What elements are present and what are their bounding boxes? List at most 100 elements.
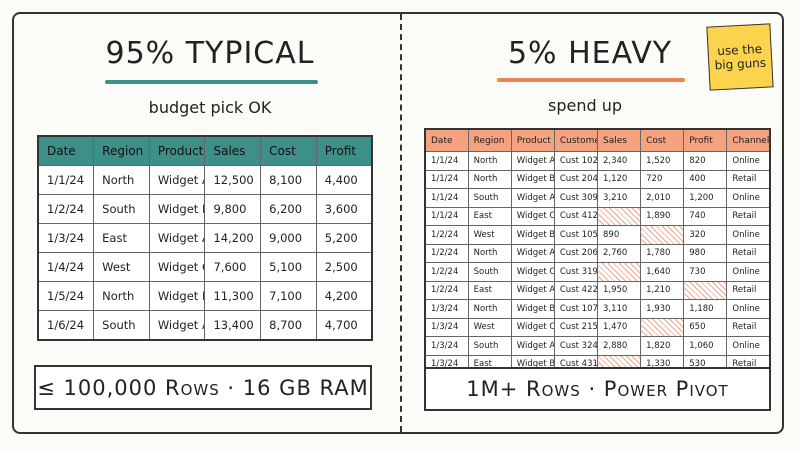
table-cell: 1,890: [640, 206, 685, 226]
table-cell: 1/2/24: [424, 280, 469, 300]
table-cell: 8,100: [260, 165, 317, 195]
header-row: DateRegionProductCustomerSalesCostProfit…: [424, 128, 771, 152]
left-subtitle: budget pick OK: [148, 98, 272, 117]
table-cell: South: [467, 262, 512, 282]
table-cell: 1/3/24: [37, 223, 95, 253]
table-cell: Online: [726, 151, 771, 171]
table-cell: 4,200: [315, 281, 373, 311]
table-cell: 11,300: [204, 281, 262, 311]
table-row: 1/6/24 South Widget A 13,400 8,700 4,700: [37, 310, 373, 341]
table-cell: 1/3/24: [424, 299, 469, 319]
header-row: Date Region Product Sales Cost Profit: [37, 135, 373, 166]
header-cell: Profit: [683, 128, 728, 152]
table-cell: 9,800: [204, 194, 262, 224]
table-cell: 1/3/24: [424, 336, 469, 356]
table-cell: 1/5/24: [37, 281, 95, 311]
table-cell: 5,100: [260, 252, 317, 282]
header-cell: Region: [467, 128, 512, 152]
table-cell: Widget B: [510, 169, 555, 189]
table-cell: North: [467, 243, 512, 263]
table-cell: 400: [683, 169, 728, 189]
table-cell: 1,200: [683, 188, 728, 208]
left-underline: [105, 80, 318, 84]
table-row: 1/5/24 North Widget B 11,300 7,100 4,200: [37, 281, 373, 311]
table-cell: 1/1/24: [424, 169, 469, 189]
table-cell: South: [93, 310, 150, 341]
table-cell: Widget B: [148, 281, 206, 311]
table-cell: 1,060: [683, 336, 728, 356]
table-cell: 1/2/24: [37, 194, 95, 224]
table-cell: 1,120: [596, 169, 642, 189]
table-cell: Online: [726, 225, 771, 245]
table-cell: Cust 4220: [553, 280, 599, 300]
table-cell: 1/2/24: [424, 225, 469, 245]
table-cell: Cust 3091: [553, 188, 599, 208]
right-underline: [497, 78, 685, 82]
table-cell: North: [93, 281, 150, 311]
left-footer: ≤ 100,000 Rows · 16 GB RAM: [34, 365, 372, 410]
table-cell: Cust 3199: [553, 262, 599, 282]
table-cell: Widget A: [510, 243, 555, 263]
table-cell: 9,000: [260, 223, 317, 253]
table-cell: 12,500: [204, 165, 262, 195]
table-cell: 13,400: [204, 310, 262, 341]
right-subtitle: spend up: [547, 96, 622, 115]
table-cell: 1,180: [683, 299, 728, 319]
table-cell: South: [93, 194, 150, 224]
header-cell: Date: [424, 128, 469, 152]
right-footer: 1M+ Rows · Power Pivot: [424, 367, 771, 411]
table-cell: 890: [596, 225, 642, 245]
missing-cell: [683, 280, 728, 300]
table-cell: 3,110: [596, 299, 642, 319]
table-cell: Widget C: [510, 206, 555, 226]
divider: [400, 14, 402, 432]
table-cell: 1,780: [640, 243, 685, 263]
table-cell: 14,200: [204, 223, 262, 253]
table-row: 1/3/24 East Widget A 14,200 9,000 5,200: [37, 223, 373, 253]
table-cell: 1,640: [640, 262, 685, 282]
header-cell: Profit: [315, 135, 373, 166]
table-cell: 2,760: [596, 243, 642, 263]
table-cell: Online: [726, 299, 771, 319]
table-cell: Online: [726, 188, 771, 208]
table-cell: Online: [726, 336, 771, 356]
table-cell: Retail: [726, 206, 771, 226]
table-cell: Widget C: [510, 317, 555, 337]
table-cell: East: [93, 223, 150, 253]
table-cell: 1/1/24: [37, 165, 95, 195]
table-cell: South: [467, 188, 512, 208]
sticky-note: use the big guns: [706, 23, 774, 91]
table-cell: 7,100: [260, 281, 317, 311]
table-cell: Widget A: [510, 336, 555, 356]
table-cell: 1/1/24: [424, 151, 469, 171]
header-cell: Product: [148, 135, 206, 166]
missing-cell: [596, 206, 642, 226]
table-cell: 1/2/24: [424, 262, 469, 282]
header-cell: Customer: [553, 128, 599, 152]
table-cell: 1/4/24: [37, 252, 95, 282]
table-cell: Cust 4122: [553, 206, 599, 226]
table-cell: 980: [683, 243, 728, 263]
table-cell: 4,700: [315, 310, 373, 341]
header-cell: Sales: [204, 135, 262, 166]
table-cell: 3,600: [315, 194, 373, 224]
header-cell: Region: [93, 135, 150, 166]
header-cell: Sales: [596, 128, 642, 152]
table-cell: 730: [683, 262, 728, 282]
table-cell: 2,010: [640, 188, 685, 208]
table-cell: 320: [683, 225, 728, 245]
table-row: 1/1/24 North Widget A 12,500 8,100 4,400: [37, 165, 373, 195]
frame: [12, 12, 784, 434]
table-cell: 1,950: [596, 280, 642, 300]
table-cell: 650: [683, 317, 728, 337]
table-cell: Widget C: [148, 252, 206, 282]
table-cell: 2,880: [596, 336, 642, 356]
missing-cell: [640, 317, 685, 337]
